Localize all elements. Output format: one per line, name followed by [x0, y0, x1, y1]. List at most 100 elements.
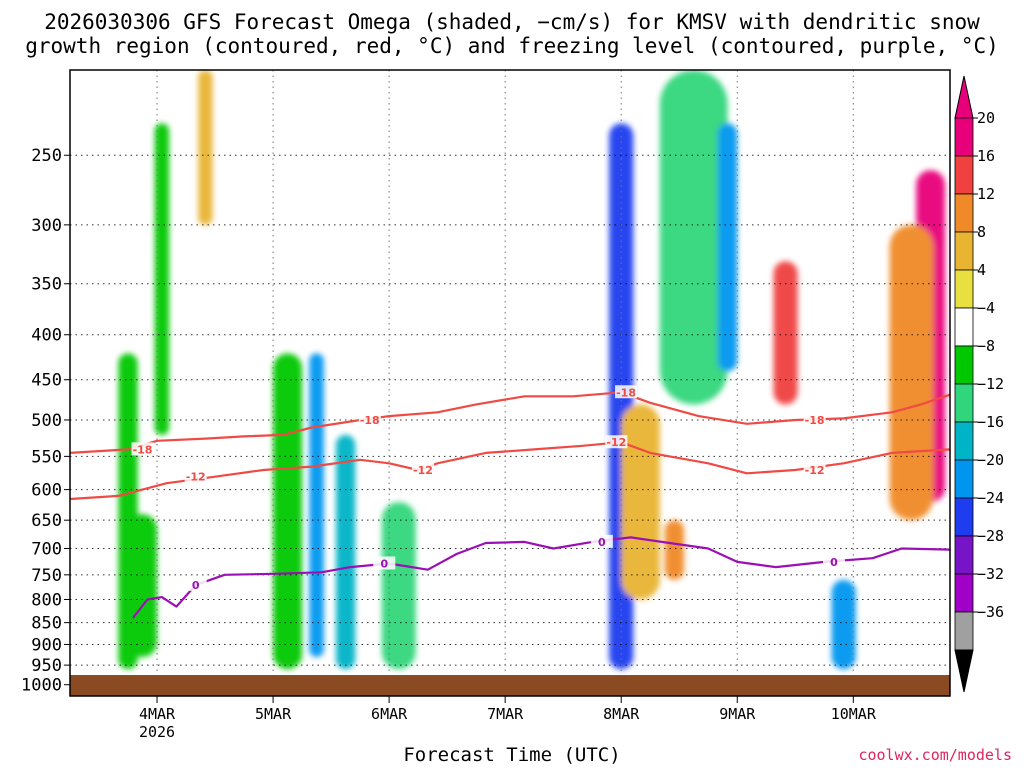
omega-region-17 — [664, 520, 685, 580]
x-tick-label-3: 7MAR — [487, 705, 524, 723]
y-tick-label-750: 750 — [31, 566, 62, 586]
colorbar-band-9 — [954, 459, 974, 499]
contour-label-bg-freezing-level-0 — [184, 577, 207, 591]
x-axis: 4MAR 5MAR 6MAR 7MAR 8MAR 9MAR 10MAR 2026 — [139, 696, 877, 741]
credit-text[interactable]: coolwx.com/models — [858, 746, 1012, 764]
colorbar-label-0: 20 — [977, 109, 995, 127]
y-tick-label-350: 350 — [31, 275, 62, 295]
colorbar-label-1: 16 — [977, 147, 995, 165]
plot-area: -18 -18 -18 -18 -12 -12 -12 -12 0 0 0 0 — [70, 70, 950, 696]
omega-region-5 — [273, 353, 303, 670]
omega-region-10 — [659, 70, 728, 405]
contour-label-bg-dgz-minus18-1 — [358, 412, 381, 426]
contour-label-bg-dgz-minus12-0 — [184, 469, 207, 483]
chart-title-line-1: 2026030306 GFS Forecast Omega (shaded, −… — [44, 10, 980, 34]
colorbar-label-4: 4 — [977, 261, 986, 279]
contour-label-dgz-minus12-2: -12 — [606, 436, 626, 449]
x-tick-label-2: 6MAR — [371, 705, 408, 723]
colorbar-label-11: −28 — [977, 527, 1004, 545]
omega-region-16 — [621, 404, 660, 600]
contour-label-dgz-minus18-3: -18 — [805, 414, 825, 427]
y-tick-label-800: 800 — [31, 590, 62, 610]
contour-line-dgz-minus12 — [70, 441, 950, 501]
colorbar-band-1 — [954, 155, 974, 195]
colorbar-label-2: 12 — [977, 185, 995, 203]
colorbar-label-12: −32 — [977, 565, 1004, 583]
contour-label-dgz-minus12-1: -12 — [413, 464, 433, 477]
y-tick-label-1000: 1000 — [21, 676, 62, 696]
contour-label-bg-freezing-level-1 — [373, 556, 396, 570]
contour-label-dgz-minus18-1: -18 — [360, 414, 380, 427]
contour-label-dgz-minus12-3: -12 — [805, 464, 825, 477]
colorbar-label-5: −4 — [977, 299, 995, 317]
omega-region-15 — [773, 261, 798, 405]
x-tick-label-4: 8MAR — [603, 705, 640, 723]
contour-label-bg-freezing-level-3 — [822, 554, 845, 568]
colorbar-band-5 — [954, 307, 974, 347]
contour-label-dgz-minus18-2: -18 — [616, 386, 636, 399]
y-tick-label-700: 700 — [31, 539, 62, 559]
contour-label-freezing-level-1: 0 — [380, 557, 388, 570]
colorbar-band-4 — [954, 269, 974, 309]
colorbar-band-7 — [954, 383, 974, 423]
colorbar-bottom-triangle — [954, 649, 974, 693]
colorbar-top-triangle — [954, 75, 974, 119]
x-year-label: 2026 — [139, 723, 175, 741]
contour-label-bg-dgz-minus18-0 — [131, 442, 154, 456]
plot-background — [70, 70, 950, 696]
y-tick-label-550: 550 — [31, 447, 62, 467]
y-tick-label-500: 500 — [31, 411, 62, 431]
contour-label-freezing-level-2: 0 — [598, 536, 606, 549]
x-axis-title: Forecast Time (UTC) — [403, 744, 621, 766]
colorbar-band-12 — [954, 573, 974, 613]
gridlines — [70, 70, 950, 696]
colorbar-band-3 — [954, 231, 974, 271]
ground-terrain — [70, 675, 950, 696]
omega-shading-blobs — [118, 70, 946, 670]
colorbar-band-2 — [954, 193, 974, 233]
contour-label-bg-dgz-minus12-2 — [605, 435, 628, 449]
omega-region-12 — [831, 579, 856, 670]
y-tick-label-950: 950 — [31, 656, 62, 676]
x-tick-label-5: 9MAR — [719, 705, 756, 723]
colorbar-label-6: −8 — [977, 337, 995, 355]
contour-label-bg-freezing-level-2 — [590, 534, 613, 548]
omega-region-4 — [198, 70, 213, 225]
contour-label-freezing-level-0: 0 — [192, 579, 200, 592]
chart-title-line-2: growth region (contoured, red, °C) and f… — [25, 34, 999, 58]
y-tick-label-850: 850 — [31, 614, 62, 634]
colorbar: 20 16 12 8 4 −4 −8 −12 −16 −20 −24 −28 −32 −36 — [954, 75, 1004, 693]
omega-region-11 — [717, 123, 738, 372]
colorbar-label-8: −16 — [977, 413, 1004, 431]
y-tick-label-600: 600 — [31, 481, 62, 501]
colorbar-label-7: −12 — [977, 375, 1004, 393]
y-tick-label-900: 900 — [31, 635, 62, 655]
omega-shading — [118, 70, 946, 670]
y-axis: 2503003504004505005506006507007508008509… — [21, 146, 70, 696]
x-tick-label-0: 4MAR — [139, 705, 176, 723]
y-tick-label-300: 300 — [31, 216, 62, 236]
colorbar-label-13: −36 — [977, 603, 1004, 621]
contour-label-bg-dgz-minus12-1 — [411, 463, 434, 477]
colorbar-band-0 — [954, 117, 974, 157]
y-tick-label-650: 650 — [31, 511, 62, 531]
contours: -18 -18 -18 -18 -12 -12 -12 -12 0 0 0 0 — [70, 385, 950, 619]
x-tick-label-1: 5MAR — [255, 705, 292, 723]
colorbar-label-3: 8 — [977, 223, 986, 241]
x-tick-label-6: 10MAR — [831, 705, 877, 723]
contour-label-bg-dgz-minus18-2 — [615, 385, 638, 399]
omega-region-6 — [309, 353, 324, 657]
colorbar-label-10: −24 — [977, 489, 1004, 507]
omega-region-7 — [335, 434, 356, 670]
contour-label-bg-dgz-minus18-3 — [803, 412, 826, 426]
omega-region-2 — [128, 514, 158, 657]
contour-label-dgz-minus12-0: -12 — [186, 471, 206, 484]
y-tick-label-250: 250 — [31, 146, 62, 166]
omega-region-14 — [889, 224, 934, 521]
colorbar-band-10 — [954, 497, 974, 537]
colorbar-band-8 — [954, 421, 974, 461]
colorbar-band-13 — [954, 611, 974, 651]
y-tick-label-450: 450 — [31, 371, 62, 391]
colorbar-band-6 — [954, 345, 974, 385]
